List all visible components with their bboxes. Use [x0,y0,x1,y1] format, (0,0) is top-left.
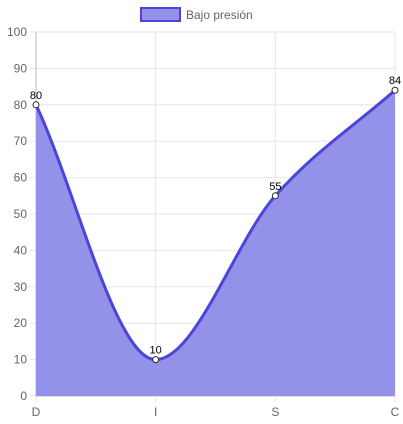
data-label: 10 [150,345,162,357]
series-line [34,89,396,362]
data-point[interactable] [152,356,160,364]
data-label: 84 [389,75,401,87]
y-tick-label: 50 [14,207,28,221]
data-point[interactable] [271,192,279,200]
legend-label[interactable]: Bajo presión [186,8,253,22]
y-tick-label: 60 [14,171,28,185]
data-label: 55 [269,181,281,193]
y-tick-label: 100 [7,25,27,39]
y-tick-label: 0 [20,389,27,403]
axes: 0 10 20 30 40 50 60 70 80 90 100 D I S C [7,25,400,419]
x-tick-label: C [391,405,400,419]
data-point[interactable] [391,86,399,94]
data-point[interactable] [32,101,40,109]
x-tick-label: D [32,405,41,419]
x-tick-label: I [154,405,157,419]
y-tick-label: 90 [14,61,28,75]
y-tick-label: 10 [14,353,28,367]
series-area [34,89,396,397]
data-points: 80 10 55 84 [30,75,401,364]
legend[interactable]: Bajo presión [140,7,253,22]
x-tick-label: S [271,405,279,419]
y-tick-label: 80 [14,98,28,112]
y-tick-label: 30 [14,280,28,294]
legend-swatch[interactable] [140,7,181,22]
data-label: 80 [30,90,42,102]
y-tick-label: 40 [14,243,28,257]
y-tick-label: 70 [14,134,28,148]
y-tick-label: 20 [14,316,28,330]
